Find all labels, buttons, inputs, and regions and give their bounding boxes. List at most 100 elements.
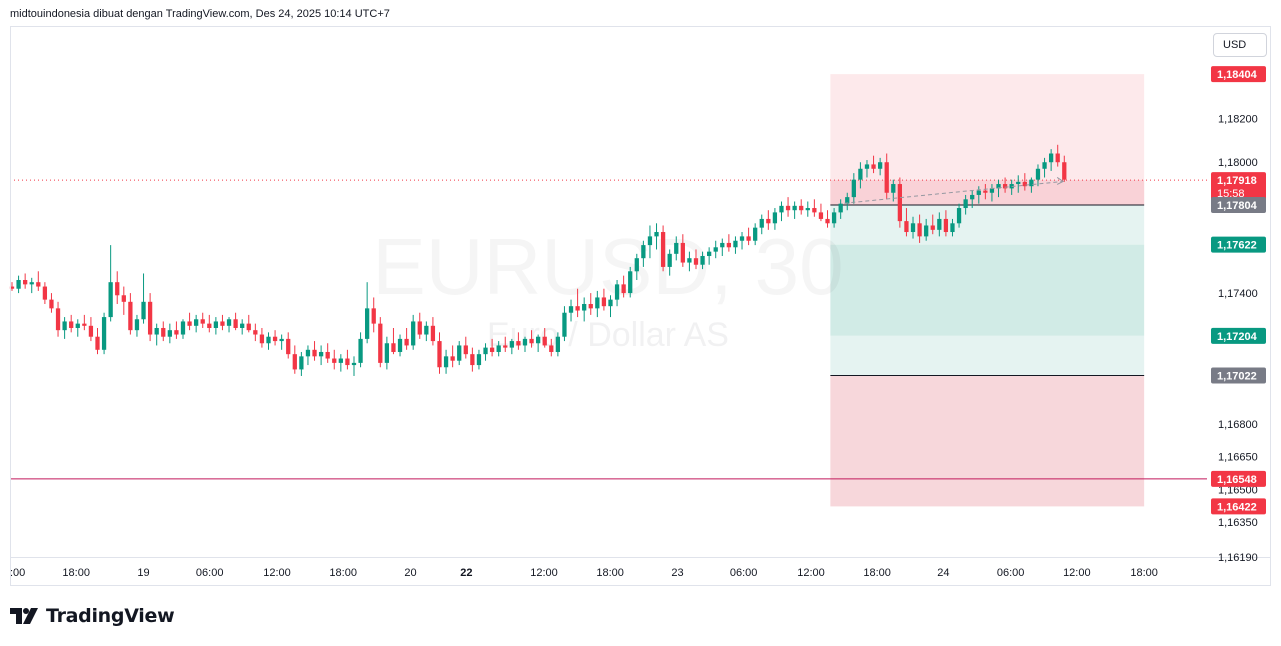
candle (1055, 144, 1060, 167)
candle (62, 317, 67, 339)
candle (943, 210, 949, 237)
candle (877, 157, 883, 176)
candle (450, 345, 455, 368)
price-label-2[interactable]: 1,17804 (1211, 196, 1266, 213)
candle (299, 351, 304, 376)
candle (759, 214, 764, 235)
price-label-5[interactable]: 1,17022 (1211, 367, 1266, 384)
candle (200, 312, 205, 328)
candle (772, 208, 778, 230)
price-label-value: 1,17204 (1217, 331, 1258, 343)
candle (970, 190, 975, 209)
price-label-value: 1,17022 (1217, 371, 1257, 383)
price-label-4[interactable]: 1,17204 (1211, 327, 1266, 344)
candle (522, 336, 528, 352)
candle (279, 334, 284, 350)
price-label-6[interactable]: 1,16548 (1211, 470, 1266, 487)
candle (9, 282, 15, 291)
candle (108, 245, 113, 322)
zone-target-light-1[interactable] (830, 204, 1145, 245)
time-axis: :00 18:00 19 06:00 12:00 18:00 20 22 12:00 18:00 2… (10, 567, 1158, 579)
candle (1035, 164, 1041, 187)
time-tick-12: 12:00 (797, 567, 825, 579)
candle (82, 314, 87, 331)
candle (134, 314, 140, 337)
price-label-7[interactable]: 1,16422 (1211, 498, 1266, 515)
zone-stop-4[interactable] (830, 375, 1145, 507)
candle (733, 236, 738, 254)
price-tick-0: 1,18200 (1218, 114, 1258, 126)
candle (55, 301, 61, 337)
candle (904, 208, 909, 237)
candle (483, 343, 488, 361)
time-tick-10: 23 (671, 567, 683, 579)
candle (246, 314, 251, 333)
price-label-value: 1,17918 (1217, 175, 1257, 187)
candle (634, 253, 639, 281)
candle (555, 332, 561, 357)
candle (1048, 149, 1054, 171)
candle (358, 332, 363, 368)
candle (549, 338, 554, 357)
candle (871, 155, 876, 174)
candle (213, 317, 219, 335)
candle (667, 249, 672, 276)
candle (825, 210, 830, 228)
time-tick-2: 19 (137, 567, 149, 579)
time-tick-11: 06:00 (730, 567, 758, 579)
chart-frame (10, 26, 1271, 586)
time-tick-13: 18:00 (863, 567, 891, 579)
candle (29, 277, 34, 294)
currency-button[interactable]: USD (1213, 33, 1267, 57)
candle (588, 293, 593, 315)
candle (568, 299, 574, 322)
candle (766, 210, 771, 230)
candle (463, 336, 468, 359)
price-label-3[interactable]: 1,17622 (1211, 236, 1266, 253)
candle (351, 356, 357, 376)
position-path-line (844, 180, 1064, 204)
candle (641, 240, 646, 267)
watermark-name: Euro / Dollar AS (487, 316, 729, 354)
price-label-0[interactable]: 1,18404 (1211, 66, 1266, 83)
time-tick-17: 18:00 (1130, 567, 1158, 579)
candle (365, 282, 370, 344)
time-tick-9: 18:00 (596, 567, 624, 579)
candle (443, 349, 449, 374)
candle (23, 273, 28, 289)
candle (937, 212, 942, 237)
candle (101, 312, 107, 355)
candle (851, 173, 856, 204)
candle (621, 275, 626, 298)
candle (864, 160, 870, 178)
candle (746, 227, 751, 246)
candle (654, 223, 659, 250)
candle (404, 327, 409, 350)
candle (983, 184, 988, 200)
candle (831, 208, 837, 228)
zone-target-light-3[interactable] (830, 335, 1145, 376)
candle (141, 273, 146, 324)
candle (700, 251, 705, 270)
candle (503, 336, 508, 352)
time-tick-1: 18:00 (62, 567, 90, 579)
candle (75, 319, 80, 337)
candle (858, 162, 863, 189)
price-tick-2: 1,17400 (1218, 288, 1258, 300)
price-label-value: 1,18404 (1217, 69, 1258, 81)
candle (989, 184, 995, 202)
position-tool (844, 177, 1065, 204)
price-axis: 1,18200 1,18000 1,17400 1,16800 1,16650 1,165… (1218, 114, 1258, 564)
candle (69, 314, 74, 333)
candle (489, 338, 495, 357)
brand-name: TradingView (46, 605, 175, 627)
chart-border (10, 26, 1271, 586)
candle (305, 345, 311, 366)
candle (739, 232, 745, 250)
zone-target-mid-2[interactable] (830, 244, 1145, 336)
price-tick-4: 1,16650 (1218, 452, 1258, 464)
candle (430, 317, 436, 346)
candle (805, 201, 810, 217)
